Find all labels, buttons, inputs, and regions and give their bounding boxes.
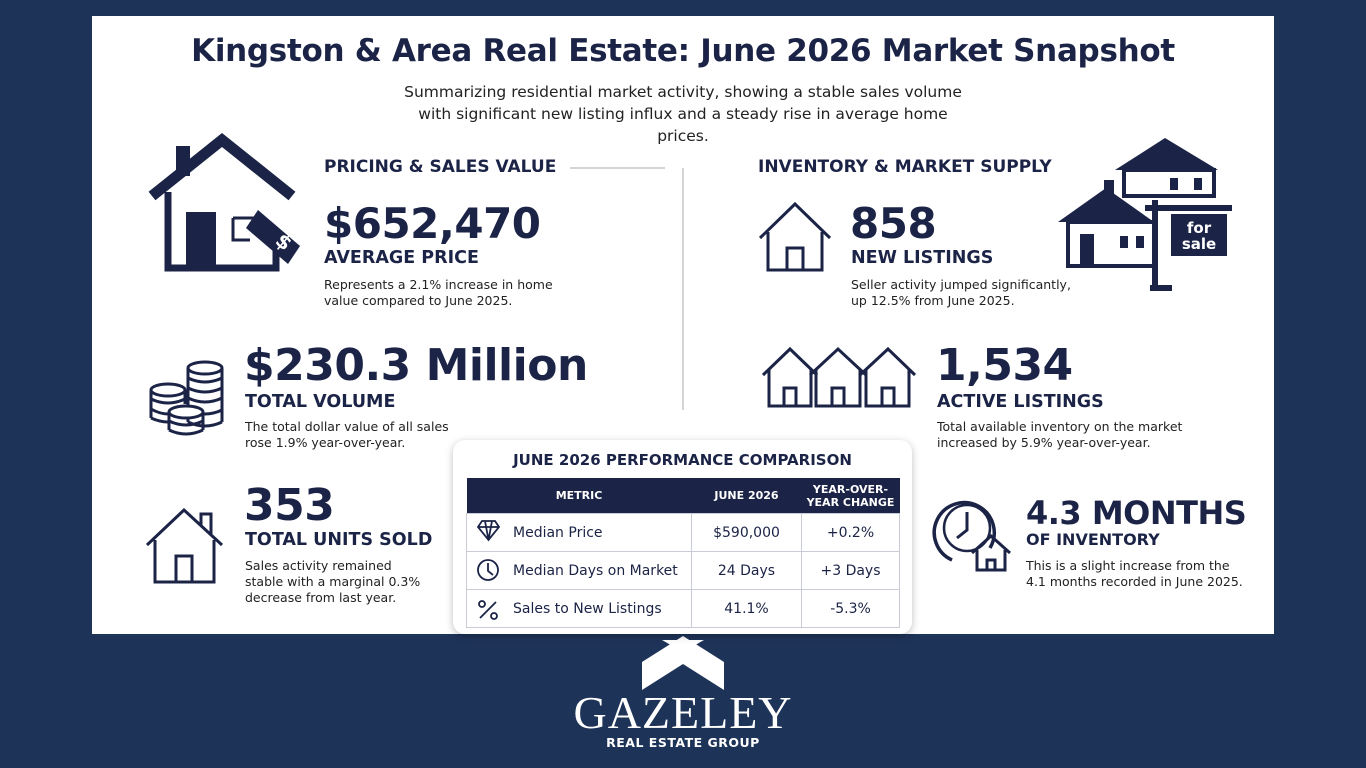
subtitle: Summarizing residential market activity,… — [404, 83, 962, 145]
logo-mark — [642, 636, 724, 690]
sign-text: for — [1186, 219, 1212, 237]
house-icon — [758, 201, 832, 272]
stat-value: 858 — [850, 199, 937, 248]
stat-value: $230.3 Million — [244, 340, 588, 391]
brand: GAZELEY — [573, 687, 793, 738]
table-title: JUNE 2026 PERFORMANCE COMPARISON — [513, 451, 852, 469]
stat-note: Seller activity jumped significantly, up… — [851, 277, 1071, 308]
section-heading: INVENTORY & MARKET SUPPLY — [758, 157, 1052, 177]
coins-icon — [149, 360, 224, 436]
metric-cell: Sales to New Listings — [466, 589, 692, 628]
stat-label: AVERAGE PRICE — [324, 248, 479, 268]
stat-label: NEW LISTINGS — [851, 248, 994, 268]
stat-note: Sales activity remained stable with a ma… — [245, 558, 421, 605]
title: Kingston & Area Real Estate: June 2026 M… — [191, 33, 1175, 69]
column-header: JUNE 2026 — [691, 478, 802, 514]
stat-note: Represents a 2.1% increase in home value… — [324, 277, 553, 308]
stat-value: $652,470 — [324, 199, 541, 248]
brand-tagline: REAL ESTATE GROUP — [606, 735, 760, 750]
value-cell: +0.2% — [801, 513, 900, 552]
table-body: Median Price $590,000 +0.2% Median Days on … — [466, 513, 900, 628]
clock-icon — [932, 500, 1012, 572]
stat-value: 353 — [244, 480, 335, 531]
value-cell: $590,000 — [691, 513, 802, 552]
stat-label: TOTAL UNITS SOLD — [245, 530, 433, 550]
value-cell: -5.3% — [801, 589, 900, 628]
stat-label: OF INVENTORY — [1026, 530, 1160, 549]
stat-note: Total available inventory on the market … — [937, 419, 1183, 450]
stat-value: 4.3 MONTHS — [1026, 494, 1247, 532]
house-icon — [145, 507, 224, 584]
sign-text: sale — [1181, 235, 1217, 253]
value-cell: 24 Days — [691, 551, 802, 590]
metric-cell: Median Days on Market — [466, 551, 692, 590]
stat-value: 1,534 — [936, 340, 1073, 391]
section-heading: PRICING & SALES VALUE — [324, 157, 557, 177]
houses-icon — [761, 346, 917, 408]
for-sale-icon — [1058, 138, 1232, 291]
column-header: METRIC — [466, 478, 692, 514]
value-cell: 41.1% — [691, 589, 802, 628]
stat-label: TOTAL VOLUME — [245, 392, 396, 412]
stat-note: The total dollar value of all sales rose… — [245, 419, 449, 450]
stat-label: ACTIVE LISTINGS — [937, 392, 1104, 412]
table-row: Sales to New Listings 41.1% -5.3% — [466, 589, 900, 628]
comparison-table: METRIC JUNE 2026 YEAR-OVER-YEAR CHANGE M… — [466, 478, 900, 628]
header-row: METRIC JUNE 2026 YEAR-OVER-YEAR CHANGE — [466, 478, 900, 514]
stat-note: This is a slight increase from the 4.1 m… — [1026, 558, 1243, 589]
table-row: Median Price $590,000 +0.2% — [466, 513, 900, 552]
value-cell: +3 Days — [801, 551, 900, 590]
table-row: Median Days on Market 24 Days +3 Days — [466, 551, 900, 590]
metric-cell: Median Price — [466, 513, 692, 552]
house-price-icon: $ — [148, 132, 300, 272]
column-header: YEAR-OVER-YEAR CHANGE — [801, 478, 900, 514]
